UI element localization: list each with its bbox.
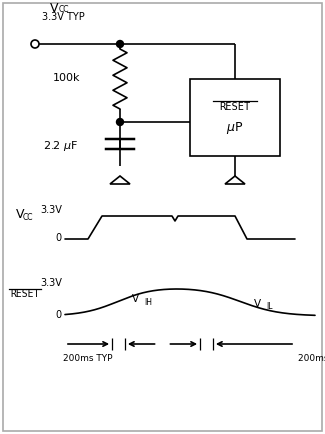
Text: IH: IH <box>144 298 152 307</box>
Text: IL: IL <box>266 302 272 311</box>
Text: RESET: RESET <box>219 102 251 112</box>
Text: RESET: RESET <box>10 289 40 299</box>
Text: 3.3V TYP: 3.3V TYP <box>42 12 85 22</box>
Bar <box>190 79 280 156</box>
Text: 200ms TYP: 200ms TYP <box>298 354 325 363</box>
Text: V: V <box>254 299 261 309</box>
Text: CC: CC <box>23 214 33 223</box>
Text: 3.3V: 3.3V <box>40 278 62 288</box>
Text: V: V <box>50 2 58 15</box>
Circle shape <box>116 118 124 125</box>
Text: 0: 0 <box>56 233 62 243</box>
Text: CC: CC <box>59 5 70 14</box>
Text: V: V <box>16 208 24 221</box>
Text: 100k: 100k <box>53 73 80 83</box>
Circle shape <box>116 40 124 47</box>
Text: $\mu$P: $\mu$P <box>227 119 244 135</box>
Text: 0: 0 <box>56 310 62 320</box>
Text: 2.2 $\mu$F: 2.2 $\mu$F <box>43 139 78 153</box>
Text: 3.3V: 3.3V <box>40 205 62 215</box>
Text: V: V <box>132 294 139 304</box>
Text: 200ms TYP: 200ms TYP <box>63 354 112 363</box>
Circle shape <box>31 40 39 48</box>
